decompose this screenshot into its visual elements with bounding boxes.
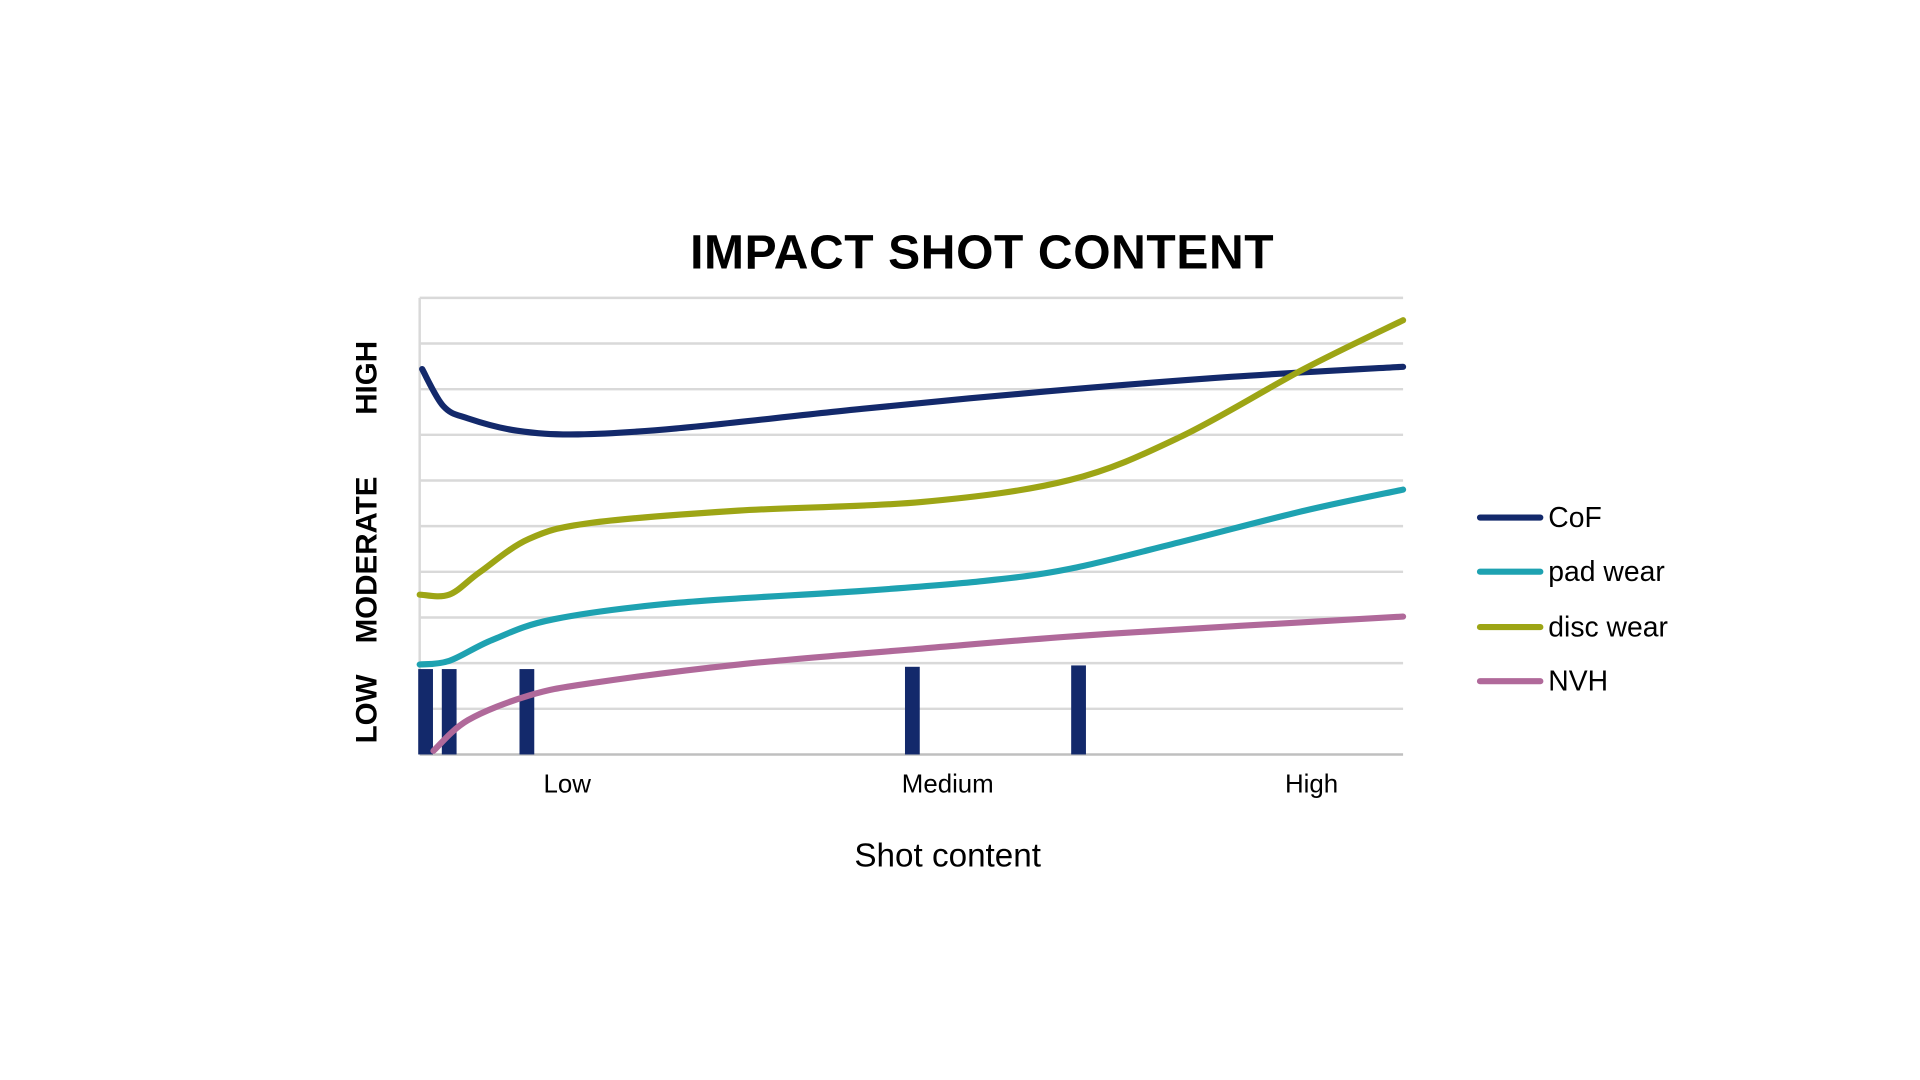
y-category-high: HIGH: [350, 340, 385, 415]
marker-bar: [418, 669, 433, 755]
legend-item-pad-wear: pad wear: [1476, 545, 1668, 600]
series-line-disc-wear: [416, 317, 1407, 600]
legend-label: NVH: [1548, 664, 1609, 697]
legend-item-cof: CoF: [1476, 490, 1668, 545]
x-tick-label: High: [1285, 770, 1339, 799]
series-line-nvh: [430, 613, 1407, 754]
series-line-pad-wear: [416, 486, 1407, 668]
series-line-cof: [419, 363, 1407, 438]
marker-bar: [1071, 665, 1086, 755]
chart-title: IMPACT SHOT CONTENT: [690, 226, 1275, 280]
legend-swatch: [1476, 623, 1544, 630]
x-tick-label: Medium: [901, 770, 994, 799]
legend-swatch: [1476, 514, 1544, 521]
legend-swatch: [1476, 678, 1544, 685]
legend-item-disc-wear: disc wear: [1476, 599, 1668, 654]
x-axis-label: Shot content: [854, 836, 1042, 874]
legend-swatch: [1476, 568, 1544, 576]
legend: CoF pad wear disc wear NVH: [1476, 490, 1668, 709]
marker-bar: [519, 669, 535, 755]
x-tick-label: Low: [543, 770, 591, 799]
marker-bar: [904, 666, 920, 755]
legend-label: CoF: [1548, 500, 1602, 533]
legend-label: disc wear: [1548, 610, 1668, 643]
legend-label: pad wear: [1548, 555, 1665, 588]
legend-item-nvh: NVH: [1476, 654, 1668, 709]
